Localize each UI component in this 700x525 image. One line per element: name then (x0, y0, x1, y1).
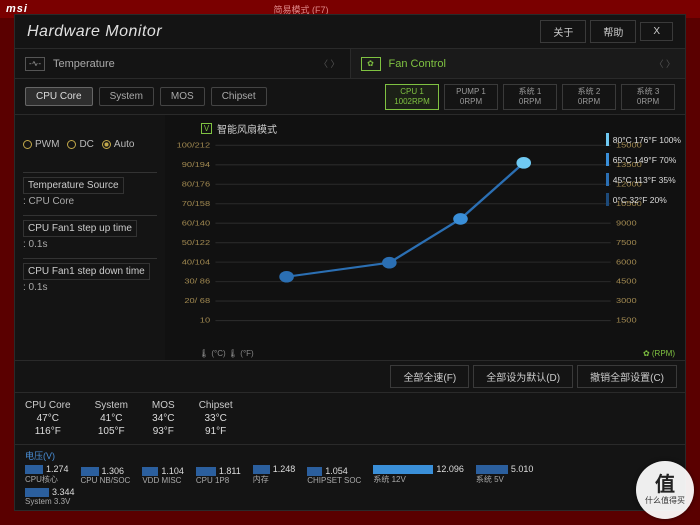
svg-text:50/122: 50/122 (182, 238, 211, 247)
svg-text:40/104: 40/104 (182, 257, 211, 266)
fan-tile-s1[interactable]: 系统 10RPM (503, 84, 557, 110)
fan-tile-s2[interactable]: 系统 20RPM (562, 84, 616, 110)
step-up-header[interactable]: CPU Fan1 step up time (23, 220, 137, 237)
svg-text:1500: 1500 (616, 316, 637, 325)
tab-arrows-icon: 〈 〉 (319, 57, 340, 70)
watermark-badge: 值 什么值得买 (636, 461, 694, 519)
svg-text:70/158: 70/158 (182, 199, 211, 208)
chip-mos[interactable]: MOS (160, 87, 205, 106)
voltage-panel: 电压(V) 1.274CPU核心 1.306CPU NB/SOC 1.104VDD … (15, 444, 685, 510)
action-button-row: 全部全速(F) 全部设为默认(D) 撤销全部设置(C) (15, 360, 685, 392)
temp-glyph-icon: -∿- (25, 57, 45, 71)
svg-text:7500: 7500 (616, 238, 637, 247)
radio-pwm[interactable]: PWM (23, 139, 59, 150)
smart-fan-label: 智能风扇模式 (217, 121, 277, 136)
voltage-item: 1.306CPU NB/SOC (81, 466, 131, 485)
about-button[interactable]: 关于 (540, 20, 586, 43)
temp-readout: Chipset33°C91°F (199, 399, 233, 438)
radio-auto[interactable]: Auto (102, 139, 135, 150)
voltage-header: 电压(V) (25, 449, 675, 462)
svg-text:80/176: 80/176 (182, 179, 211, 188)
fan-tile-s3[interactable]: 系统 30RPM (621, 84, 675, 110)
chip-cpu[interactable]: CPU Core (25, 87, 93, 106)
sub-toolbar: CPU Core System MOS Chipset CPU 11002RPMPUM… (15, 79, 685, 115)
svg-text:100/212: 100/212 (177, 140, 211, 149)
tab-fan-label: Fan Control (389, 58, 446, 70)
fan-tile-cpu1[interactable]: CPU 11002RPM (385, 84, 439, 110)
voltage-item: 3.344System 3.3V (25, 487, 75, 506)
svg-text:90/194: 90/194 (182, 160, 211, 169)
tab-arrows-icon: 〈 〉 (654, 57, 675, 70)
titlebar: Hardware Monitor 关于 帮助 X (15, 15, 685, 49)
tab-row: -∿- Temperature 〈 〉 ✿ Fan Control 〈 〉 (15, 49, 685, 79)
step-down-header[interactable]: CPU Fan1 step down time (23, 263, 150, 280)
step-down-value: : 0.1s (23, 282, 157, 293)
fan-glyph-icon: ✿ (361, 57, 381, 71)
temp-unit-icons: 🌡 (°C) 🌡 (°F) (199, 349, 254, 358)
undo-all-button[interactable]: 撤销全部设置(C) (577, 365, 677, 388)
svg-text:60/140: 60/140 (182, 218, 211, 227)
help-button[interactable]: 帮助 (590, 20, 636, 43)
temp-readout: CPU Core47°C116°F (25, 399, 71, 438)
legend-row: 0°C 32°F 20% (606, 193, 681, 206)
fan-curve-chart[interactable]: V 智能风扇模式 100/212 90/194 80/176 70/158 60/140… (165, 115, 685, 360)
legend-row: 80°C 176°F 100% (606, 133, 681, 146)
smart-fan-checkbox[interactable]: V (201, 123, 212, 134)
temperature-readout-row: CPU Core47°C116°F System41°C105°F MOS34°C9… (15, 392, 685, 444)
svg-text:4500: 4500 (616, 277, 637, 286)
voltage-item: 5.010系统 5V (476, 464, 534, 485)
chip-sys[interactable]: System (99, 87, 154, 106)
legend-row: 65°C 149°F 70% (606, 153, 681, 166)
temp-source-value: : CPU Core (23, 196, 157, 207)
svg-text:30/ 86: 30/ 86 (184, 277, 210, 286)
step-up-value: : 0.1s (23, 239, 157, 250)
legend-row: 45°C 113°F 35% (606, 173, 681, 186)
tab-temp-label: Temperature (53, 58, 115, 70)
defaults-button[interactable]: 全部设为默认(D) (473, 365, 573, 388)
radio-dc[interactable]: DC (67, 139, 93, 150)
svg-text:6000: 6000 (616, 257, 637, 266)
close-button[interactable]: X (640, 22, 673, 41)
svg-text:9000: 9000 (616, 218, 637, 227)
svg-text:10: 10 (200, 316, 211, 325)
voltage-item: 1.248内存 (253, 464, 296, 485)
rpm-unit-icon: ✿ (RPM) (643, 349, 675, 358)
hw-monitor-window: Hardware Monitor 关于 帮助 X -∿- Temperature… (14, 14, 686, 511)
temp-readout: System41°C105°F (95, 399, 128, 438)
window-title: Hardware Monitor (27, 23, 162, 41)
tab-temperature[interactable]: -∿- Temperature 〈 〉 (15, 49, 351, 78)
watermark-text: 什么值得买 (645, 495, 685, 506)
tab-fan-control[interactable]: ✿ Fan Control 〈 〉 (351, 49, 686, 78)
voltage-item: 1.274CPU核心 (25, 464, 69, 485)
fan-tile-pump[interactable]: PUMP 10RPM (444, 84, 498, 110)
voltage-item: 12.096系统 12V (373, 464, 464, 485)
temp-readout: MOS34°C93°F (152, 399, 175, 438)
full-speed-button[interactable]: 全部全速(F) (390, 365, 469, 388)
temp-source-header[interactable]: Temperature Source (23, 177, 124, 194)
left-panel: PWMDCAuto Temperature Source : CPU Core … (15, 115, 165, 360)
voltage-item: 1.054CHIPSET SOC (307, 466, 361, 485)
svg-text:20/ 68: 20/ 68 (184, 296, 210, 305)
watermark-char: 值 (655, 475, 675, 495)
voltage-item: 1.104VDD MISC (142, 466, 184, 485)
voltage-item: 1.811CPU 1P8 (196, 466, 241, 485)
svg-text:3000: 3000 (616, 296, 637, 305)
chip-chip[interactable]: Chipset (211, 87, 267, 106)
